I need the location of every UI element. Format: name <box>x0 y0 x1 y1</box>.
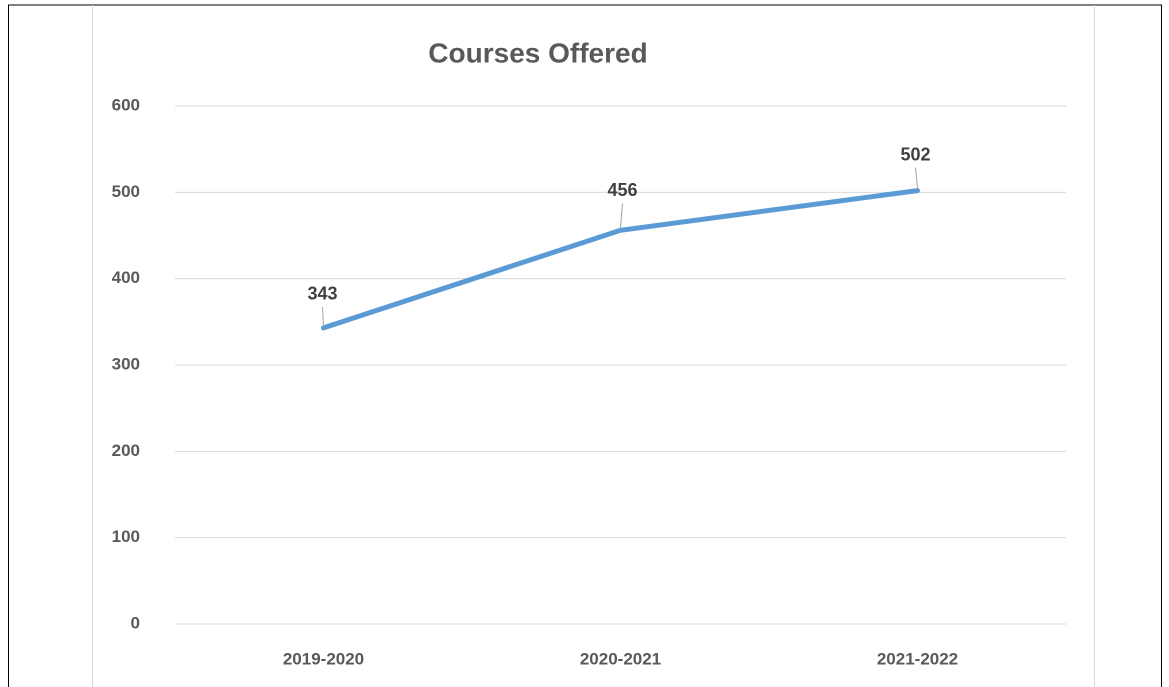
chart-title: Courses Offered <box>428 37 647 68</box>
y-tick-label: 600 <box>112 95 140 114</box>
y-tick-label: 200 <box>112 441 140 460</box>
y-tick-label: 500 <box>112 182 140 201</box>
data-line <box>321 188 920 331</box>
x-tick-label: 2021-2022 <box>877 649 958 668</box>
y-tick-label: 0 <box>131 613 140 632</box>
leader-line <box>322 306 324 326</box>
x-tick-label: 2020-2021 <box>580 649 661 668</box>
x-tick-label: 2019-2020 <box>283 649 364 668</box>
y-tick-label: 100 <box>112 527 140 546</box>
leader-line <box>620 203 623 229</box>
leader-line <box>915 167 918 189</box>
data-label: 343 <box>307 284 337 304</box>
y-tick-label: 400 <box>112 268 140 287</box>
data-label: 456 <box>607 180 637 200</box>
y-tick-label: 300 <box>112 354 140 373</box>
data-label: 502 <box>900 144 930 164</box>
